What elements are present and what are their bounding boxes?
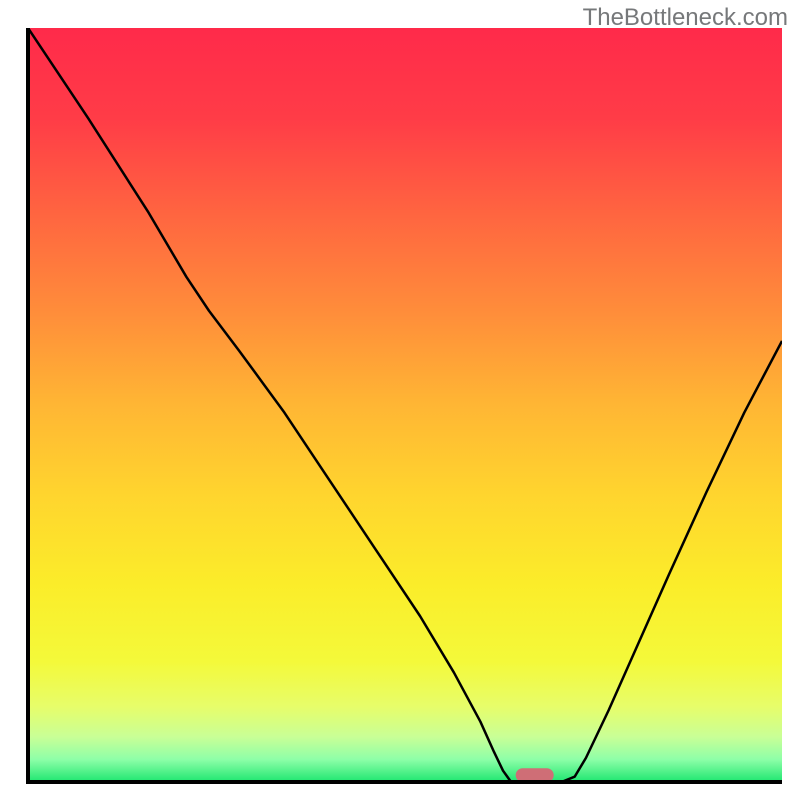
chart-container: TheBottleneck.com bbox=[0, 0, 800, 800]
watermark-text: TheBottleneck.com bbox=[583, 4, 788, 32]
axes-svg bbox=[0, 0, 800, 800]
axes-lines bbox=[28, 28, 782, 782]
